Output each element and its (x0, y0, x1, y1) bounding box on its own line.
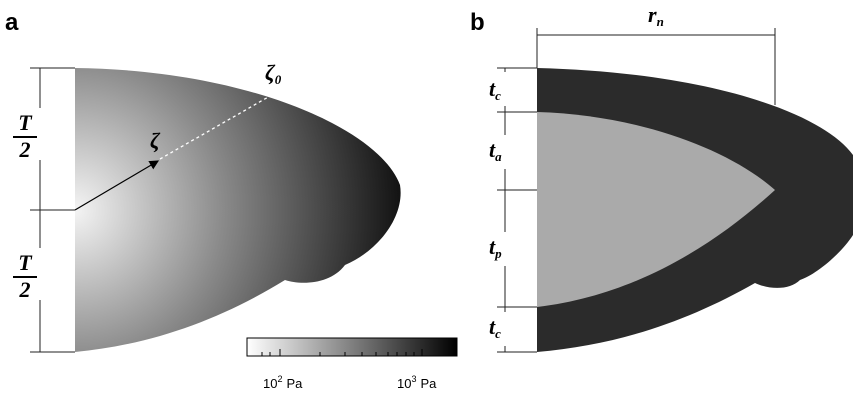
colorbar (246, 337, 458, 357)
fraction-num: T (18, 250, 33, 275)
panel-label: a (5, 9, 19, 36)
layer-label: tc (489, 314, 501, 341)
panel-label: b (470, 9, 485, 36)
layer-label: ta (489, 137, 502, 164)
fraction-den: 2 (19, 277, 31, 302)
zeta-label: ζ (150, 128, 161, 153)
layer-label: tc (489, 76, 501, 103)
arrow (74, 160, 160, 211)
dashed-line (159, 91, 278, 160)
layer-label: tp (489, 234, 502, 261)
fraction-den: 2 (19, 137, 31, 162)
stress-shape (75, 68, 401, 352)
radius-label: rn (648, 2, 664, 29)
colorbar-tick-label: 102 Pa (263, 374, 303, 391)
zeta0-label: ζ0 (265, 60, 282, 87)
fraction-num: T (18, 110, 33, 135)
inner-layer (537, 112, 775, 307)
dimension-line (497, 28, 776, 353)
colorbar-ticks (261, 349, 423, 356)
colorbar-tick-label: 103 Pa (397, 374, 437, 391)
